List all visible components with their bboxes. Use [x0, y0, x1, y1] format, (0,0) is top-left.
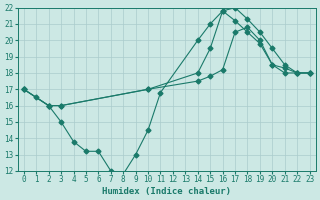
X-axis label: Humidex (Indice chaleur): Humidex (Indice chaleur) [102, 187, 231, 196]
